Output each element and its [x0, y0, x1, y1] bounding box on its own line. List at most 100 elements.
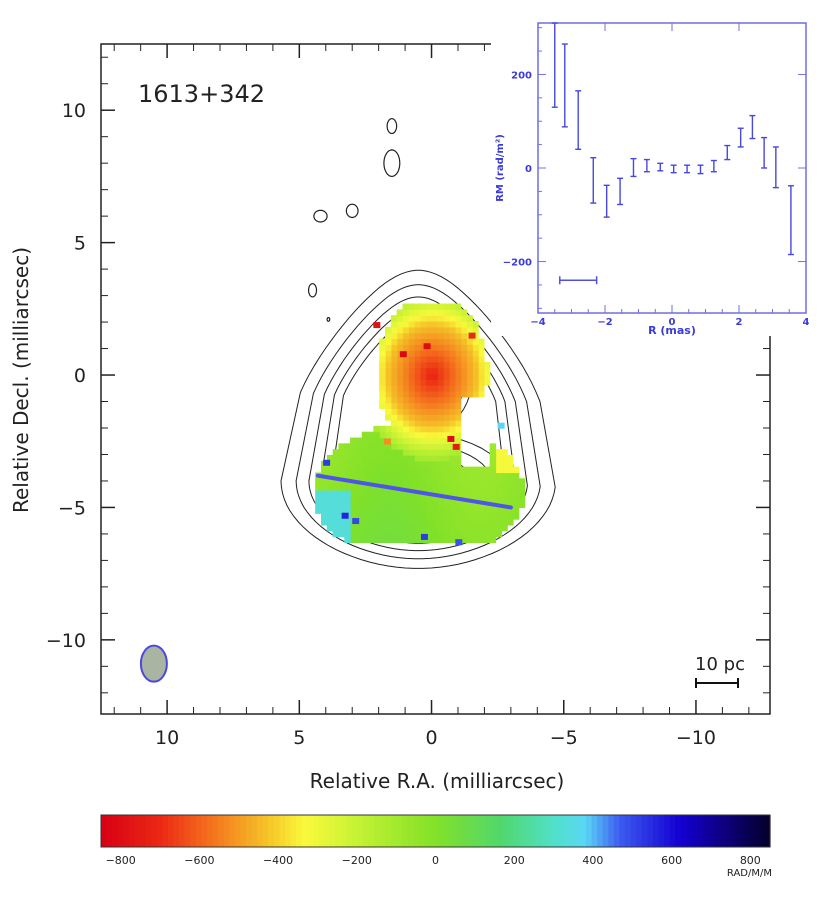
- rm-pixel: [414, 484, 421, 491]
- rm-pixel: [315, 489, 322, 497]
- rm-pixel: [390, 361, 398, 369]
- rm-pixel: [448, 524, 456, 532]
- rm-pixel: [402, 460, 409, 468]
- rm-pixel: [408, 402, 415, 409]
- rm-pixel: [501, 489, 508, 497]
- rm-pixel: [419, 332, 427, 340]
- rm-pixel: [402, 530, 409, 538]
- rm-pixel: [408, 519, 415, 526]
- rm-pixel: [361, 530, 369, 538]
- rm-pixel: [495, 519, 502, 526]
- rm-pixel: [448, 408, 456, 415]
- colorbar-segment: [547, 815, 554, 847]
- rm-pixel: [431, 455, 438, 462]
- rm-pixel: [408, 449, 415, 456]
- rm-pixel: [431, 414, 438, 421]
- rm-pixel: [460, 466, 468, 474]
- rm-pixel: [512, 513, 520, 520]
- rm-pixel: [373, 489, 380, 497]
- y-tick-label: 10: [62, 100, 86, 122]
- rm-pixel: [454, 332, 462, 340]
- rm-pixel: [443, 425, 450, 433]
- colorbar-segment: [251, 815, 258, 847]
- colorbar-segment: [435, 815, 442, 847]
- rm-pixel: [350, 501, 357, 509]
- rm-pixel: [379, 530, 386, 538]
- rm-pixel: [431, 420, 438, 427]
- rm-pixel: [373, 478, 380, 485]
- rm-pixel: [402, 373, 409, 380]
- rm-pixel: [367, 495, 374, 503]
- rm-pixel: [408, 385, 415, 392]
- colorbar-segment: [117, 815, 124, 847]
- rm-pixel: [361, 507, 369, 514]
- inset-data-point: [670, 164, 677, 174]
- rm-pixel: [402, 489, 409, 497]
- rm-pixel: [396, 390, 404, 398]
- rm-pixel: [507, 484, 514, 491]
- rm-pixel: [437, 385, 444, 392]
- rm-pixel: [460, 379, 468, 386]
- inset-axis-ticks: [537, 23, 807, 313]
- colorbar-segment: [245, 815, 253, 847]
- rm-pixel: [448, 530, 456, 538]
- rm-pixel: [326, 478, 334, 485]
- rm-pixel: [483, 478, 491, 485]
- rm-pixel: [425, 507, 433, 514]
- rm-pixel: [355, 455, 363, 462]
- rm-pixel: [396, 361, 404, 369]
- inset-x-tick-label: 2: [736, 317, 743, 328]
- rm-pixel: [408, 390, 415, 398]
- rm-pixel: [495, 513, 502, 520]
- colorbar-segment: [496, 815, 503, 847]
- rm-pixel: [384, 344, 392, 351]
- colorbar-segment: [268, 815, 275, 847]
- rm-pixel: [483, 484, 491, 491]
- rm-pixel: [408, 414, 415, 421]
- rm-pixel: [338, 449, 345, 456]
- rm-pixel: [419, 507, 427, 514]
- rm-pixel: [379, 361, 386, 369]
- rm-pixel: [443, 326, 450, 334]
- rm-pixel: [512, 495, 520, 503]
- rm-pixel: [384, 326, 392, 334]
- rm-pixel: [472, 472, 479, 479]
- rm-pixel: [425, 321, 433, 328]
- rm-pixel: [454, 431, 462, 439]
- rm-pixel: [431, 373, 438, 380]
- rm-pixel: [402, 501, 409, 509]
- rm-pixel: [443, 414, 450, 421]
- rm-pixel: [443, 495, 450, 503]
- rm-pixel: [326, 495, 334, 503]
- rm-pixel: [425, 396, 433, 404]
- rm-pixel: [495, 449, 502, 456]
- rm-pixel: [512, 484, 520, 491]
- colorbar-segment: [385, 815, 392, 847]
- rm-pixel: [437, 309, 444, 316]
- rm-pixel: [402, 507, 409, 514]
- colorbar-segment: [279, 815, 286, 847]
- rm-pixel: [431, 478, 438, 485]
- inset-y-tick-labels: −200 0 200: [503, 70, 532, 268]
- rm-pixel: [443, 484, 450, 491]
- rm-pixel: [425, 420, 433, 427]
- colorbar-segment: [101, 815, 108, 847]
- rm-pixel: [472, 390, 479, 398]
- rm-pixel: [443, 437, 450, 444]
- rm-pixel: [402, 402, 409, 409]
- colorbar-segment: [758, 815, 766, 847]
- inset-y-axis-title: RM (rad/m²): [495, 134, 506, 202]
- rm-pixel: [501, 513, 508, 520]
- rm-pixel: [483, 379, 491, 386]
- rm-pixel: [448, 303, 456, 310]
- rm-pixel: [332, 524, 340, 532]
- colorbar-segment: [552, 815, 559, 847]
- rm-pixel: [425, 332, 433, 340]
- inset-data-point: [590, 157, 597, 204]
- rm-pixel: [460, 367, 468, 375]
- rm-pixel-noise: [373, 322, 381, 329]
- rm-pixel: [321, 495, 328, 503]
- rm-pixel: [483, 472, 491, 479]
- rm-pixel: [425, 484, 433, 491]
- rm-pixel: [443, 478, 450, 485]
